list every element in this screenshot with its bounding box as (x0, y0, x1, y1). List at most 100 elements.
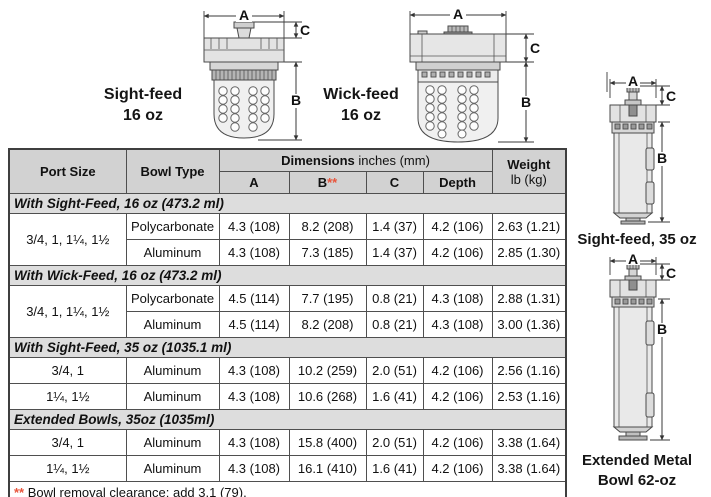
dim-label-c: C (300, 22, 310, 38)
bowl-bubbles (218, 86, 270, 132)
cell-weight: 2.53 (1.16) (491, 383, 567, 410)
sight-feed-16-diagram: A C B (203, 7, 310, 141)
table-row: 1¼, 1½ Aluminum 4.3 (108) 16.1 (410) 1.6… (8, 455, 567, 482)
cell-depth: 4.3 (108) (422, 311, 493, 338)
sight-window (645, 320, 655, 346)
dim-label-c: C (666, 265, 676, 281)
cell-bowl-type: Polycarbonate (125, 285, 220, 312)
header-dim-a: A (218, 171, 290, 194)
section-title: With Sight-Feed, 35 oz (1035.1 ml) (8, 337, 567, 358)
cell-dim-b: 8.2 (208) (288, 311, 367, 338)
header-weight: Weight lb (kg) (491, 148, 567, 194)
dim-label-b: B (657, 150, 667, 166)
lubricator-body (609, 263, 657, 441)
cell-dim-c: 1.6 (41) (365, 455, 424, 482)
cell-bowl-type: Aluminum (125, 239, 220, 266)
cell-dim-a: 4.3 (108) (218, 383, 290, 410)
wick-feed-16-diagram: A C B (409, 6, 540, 143)
table-header: Port Size Bowl Type Dimensions inches (m… (8, 148, 567, 194)
dim-label-bg (655, 323, 669, 337)
cell-depth: 4.2 (106) (422, 455, 493, 482)
dim-label-bg (655, 152, 669, 166)
caption-line: Extended Metal (581, 452, 693, 469)
cell-bowl-type: Aluminum (125, 383, 220, 410)
cell-dim-b: 10.2 (259) (288, 357, 367, 384)
sight-feed-35-diagram: A C B (606, 72, 676, 225)
cell-depth: 4.2 (106) (422, 239, 493, 266)
wick-feed-16-caption: Wick-feed 16 oz (305, 84, 417, 126)
plug-socket (628, 279, 638, 291)
header-port-size: Port Size (8, 148, 127, 194)
cell-dim-a: 4.3 (108) (218, 213, 290, 240)
section-header-row: With Wick-Feed, 16 oz (473.2 ml) (8, 265, 567, 286)
cell-weight: 3.00 (1.36) (491, 311, 567, 338)
cell-weight: 2.85 (1.30) (491, 239, 567, 266)
header-dimensions-units: inches (mm) (354, 153, 430, 168)
cell-weight: 3.38 (1.64) (491, 429, 567, 456)
cell-dim-b: 10.6 (268) (288, 383, 367, 410)
cell-port-size: 3/4, 1, 1¼, 1½ (8, 213, 127, 266)
cell-dim-b: 7.3 (185) (288, 239, 367, 266)
caption-line: 16 oz (340, 107, 381, 124)
band-ribs (215, 70, 273, 80)
cell-port-size: 3/4, 1 (8, 429, 127, 456)
header-dimensions-label: Dimensions (281, 153, 355, 168)
dim-label-c: C (530, 40, 540, 56)
header-dim-b: B** (288, 171, 367, 194)
sight-feed-16-caption: Sight-feed 16 oz (88, 84, 198, 126)
cell-dim-c: 0.8 (21) (365, 311, 424, 338)
cell-weight: 2.88 (1.31) (491, 285, 567, 312)
cell-dim-a: 4.5 (114) (218, 285, 290, 312)
dimension-ticks (203, 11, 302, 141)
table-row: 3/4, 1 Aluminum 4.3 (108) 15.8 (400) 2.0… (8, 429, 567, 456)
sight-window (645, 147, 655, 171)
sight-window (645, 392, 655, 418)
caption-line: 16 oz (122, 107, 163, 124)
band-teeth (614, 298, 653, 305)
cap-details (619, 105, 647, 122)
cell-port-size: 3/4, 1 (8, 357, 127, 384)
caption-line: Bowl 62-oz (597, 472, 677, 489)
cell-dim-a: 4.3 (108) (218, 429, 290, 456)
cell-dim-c: 1.6 (41) (365, 383, 424, 410)
dim-label-bg (236, 9, 252, 22)
cell-bowl-type: Polycarbonate (125, 213, 220, 240)
band-teeth (614, 123, 653, 130)
cell-depth: 4.2 (106) (422, 429, 493, 456)
footnote-text: Bowl removal clearance: add 3.1 (79). (24, 485, 247, 497)
sight-feed-35-caption: Sight-feed, 35 oz (563, 230, 711, 250)
cell-dim-b: 7.7 (195) (288, 285, 367, 312)
header-weight-units: lb (kg) (510, 171, 547, 187)
caption-line: Wick-feed (323, 86, 399, 103)
cell-dim-c: 1.4 (37) (365, 239, 424, 266)
caption-line: Sight-feed, 35 oz (577, 231, 697, 248)
lubricator-body (203, 21, 285, 139)
dim-label-a: A (239, 7, 249, 23)
knob-knurling (451, 26, 465, 34)
section-header-row: With Sight-Feed, 35 oz (1035.1 ml) (8, 337, 567, 358)
table-row: 3/4, 1 Aluminum 4.3 (108) 10.2 (259) 2.0… (8, 357, 567, 384)
cell-weight: 3.38 (1.64) (491, 455, 567, 482)
section-title: With Sight-Feed, 16 oz (473.2 ml) (8, 193, 567, 214)
cell-bowl-type: Aluminum (125, 311, 220, 338)
table-row: 1¼, 1½ Aluminum 4.3 (108) 10.6 (268) 1.6… (8, 383, 567, 410)
footnote: ** Bowl removal clearance: add 3.1 (79). (8, 481, 567, 497)
section-title: With Wick-Feed, 16 oz (473.2 ml) (8, 265, 567, 286)
sight-window (645, 181, 655, 205)
cell-port-size: 1¼, 1½ (8, 455, 127, 482)
cell-dim-a: 4.3 (108) (218, 357, 290, 384)
dim-label-b: B (521, 94, 531, 110)
cell-dim-c: 1.4 (37) (365, 213, 424, 240)
lubricator-body (409, 25, 507, 143)
fill-plug-stem (628, 268, 638, 277)
cell-bowl-type: Aluminum (125, 429, 220, 456)
footnote-marker: ** (14, 485, 25, 497)
dimensions-table: Port Size Bowl Type Dimensions inches (m… (8, 148, 567, 497)
drain-stem (625, 431, 641, 437)
cell-depth: 4.2 (106) (422, 383, 493, 410)
cap-details (619, 280, 647, 297)
bowl-bubbles (425, 85, 479, 139)
dim-label-bg (519, 96, 533, 110)
bowl-collar (415, 61, 501, 71)
